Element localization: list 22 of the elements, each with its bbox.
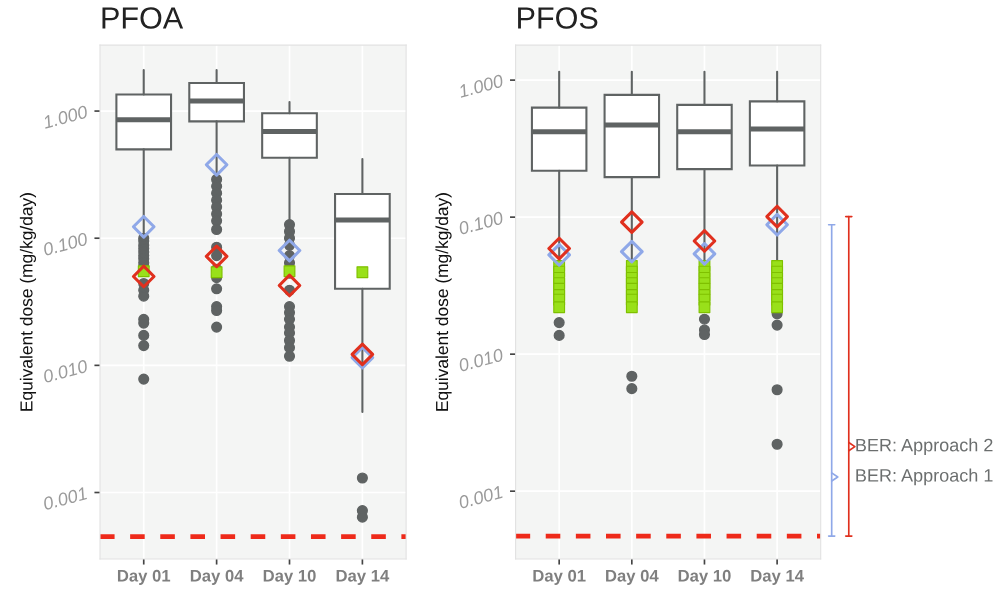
text: BER: Approach 1 [856, 468, 993, 486]
y-tick-label: 0.001 [458, 485, 503, 509]
x-tick-label: Day 10 [678, 569, 731, 585]
y-axis-title: Equivalent dose (mg/kg/day) [19, 193, 37, 411]
chart-title: PFOS [518, 7, 598, 29]
x-tick-label: Day 01 [117, 569, 171, 585]
text: BER: Approach 2 [856, 438, 993, 456]
x-tick-label: Day 14 [751, 570, 804, 585]
y-tick-label: 0.001 [42, 486, 88, 511]
y-tick-label: 0.010 [458, 348, 505, 372]
x-tick-label: Day 10 [263, 569, 316, 585]
chart-title: PFOA [102, 7, 184, 29]
x-tick-label: Day 01 [533, 569, 586, 585]
y-tick-label: 0.100 [42, 232, 89, 256]
y-tick-label: 1.000 [42, 105, 89, 129]
y-tick-label: 0.010 [42, 359, 89, 384]
x-tick-label: Day 04 [606, 569, 659, 585]
y-axis-title: Equivalent dose (mg/kg/day) [435, 193, 452, 411]
y-tick-label: 1.000 [457, 74, 505, 98]
y-tick-label: 0.100 [458, 211, 505, 235]
x-tick-label: Day 14 [336, 570, 390, 585]
x-tick-label: Day 04 [190, 569, 244, 585]
